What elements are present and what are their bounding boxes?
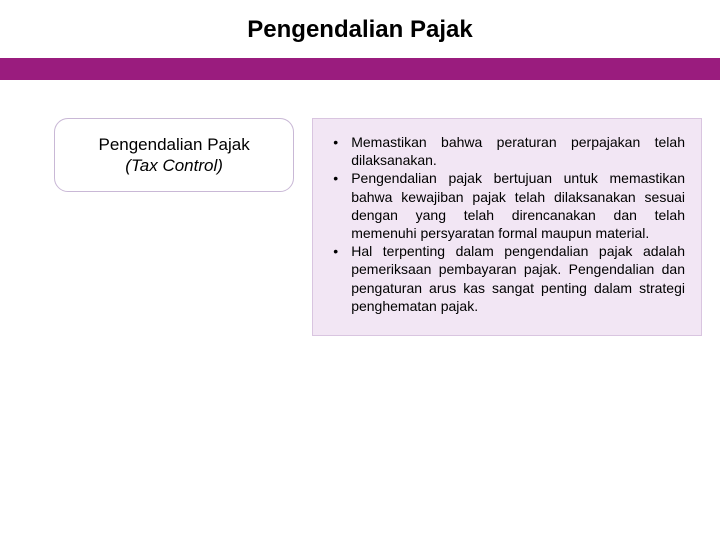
header-bar bbox=[0, 58, 720, 80]
right-bullet-box: Memastikan bahwa peraturan perpajakan te… bbox=[312, 118, 702, 336]
left-box-line1: Pengendalian Pajak bbox=[98, 134, 249, 155]
slide: Pengendalian Pajak Pengendalian Pajak (T… bbox=[0, 0, 720, 540]
left-concept-box: Pengendalian Pajak (Tax Control) bbox=[54, 118, 294, 192]
list-item: Hal terpenting dalam pengendalian pajak … bbox=[329, 242, 685, 315]
list-item: Pengendalian pajak bertujuan untuk memas… bbox=[329, 169, 685, 242]
content-area: Pengendalian Pajak (Tax Control) Memasti… bbox=[0, 80, 720, 336]
left-box-line2: (Tax Control) bbox=[125, 155, 223, 176]
bullet-list: Memastikan bahwa peraturan perpajakan te… bbox=[329, 133, 685, 315]
list-item: Memastikan bahwa peraturan perpajakan te… bbox=[329, 133, 685, 169]
page-title: Pengendalian Pajak bbox=[0, 0, 720, 58]
